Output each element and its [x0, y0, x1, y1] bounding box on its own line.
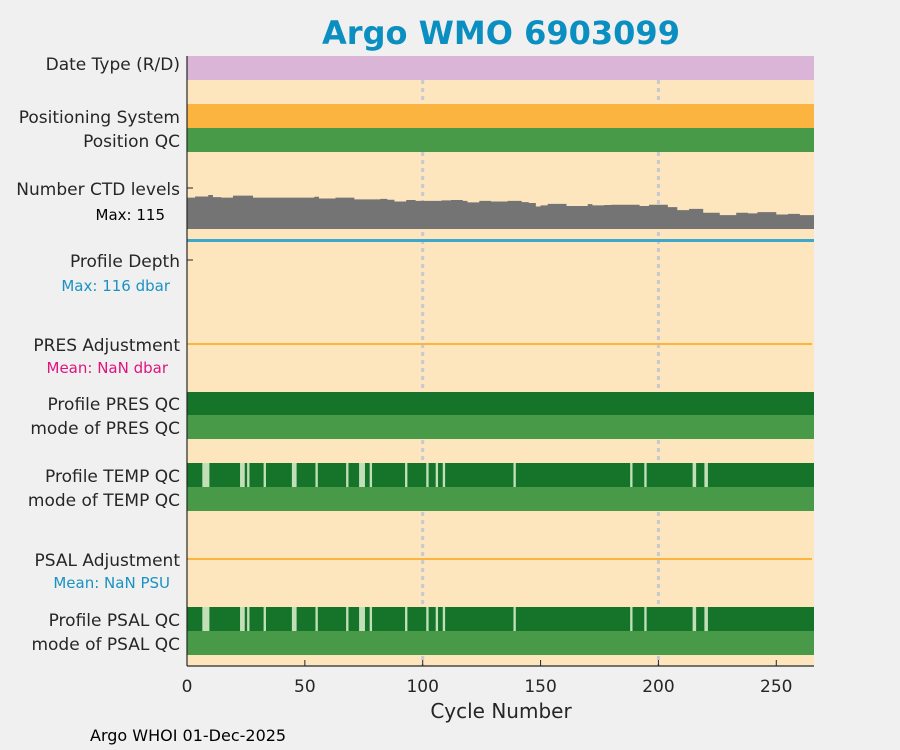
profile-depth-label: Profile Depth — [70, 252, 180, 272]
positioning-system-label: Positioning System — [19, 108, 180, 128]
profile-psal-qc-flag-7 — [359, 607, 365, 631]
profile-psal-qc-flag-10 — [426, 607, 429, 631]
profile-temp-qc-flag-12 — [442, 463, 446, 487]
profile-psal-qc-flag-13 — [513, 607, 516, 631]
profile-temp-qc-flag-8 — [369, 463, 373, 487]
positioning-system-band — [187, 104, 814, 128]
x-tick-label-50: 50 — [294, 677, 316, 697]
profile-psal-qc-flag-1 — [240, 607, 245, 631]
profile-temp-qc-band — [187, 463, 814, 487]
ctd-levels-label: Number CTD levels — [16, 180, 180, 200]
profile-psal-qc-band — [187, 607, 814, 631]
pres-adjustment-label: PRES Adjustment — [33, 336, 180, 356]
profile-pres-qc-label: Profile PRES QC — [47, 395, 180, 415]
profile-depth-line — [187, 239, 814, 242]
mode-pres-qc-label: mode of PRES QC — [30, 419, 180, 439]
mode-temp-qc-band — [187, 487, 814, 511]
profile-temp-qc-flag-6 — [346, 463, 349, 487]
x-tick-label-150: 150 — [524, 677, 556, 697]
profile-temp-qc-flag-11 — [435, 463, 439, 487]
mode-temp-qc-label: mode of TEMP QC — [28, 491, 180, 511]
profile-psal-qc-flag-4 — [291, 607, 297, 631]
profile-psal-qc-flag-16 — [692, 607, 697, 631]
profile-temp-qc-flag-9 — [405, 463, 408, 487]
psal-adjustment-label: PSAL Adjustment — [35, 551, 181, 571]
profile-psal-qc-flag-9 — [405, 607, 408, 631]
profile-temp-qc-flag-5 — [315, 463, 318, 487]
profile-psal-qc-flag-14 — [630, 607, 633, 631]
profile-psal-qc-flag-2 — [247, 607, 250, 631]
profile-psal-qc-flag-17 — [704, 607, 708, 631]
profile-pres-qc-band — [187, 392, 814, 415]
mode-pres-qc-band — [187, 415, 814, 439]
profile-depth-max: Max: 116 dbar — [61, 277, 170, 295]
profile-temp-qc-flag-10 — [426, 463, 429, 487]
x-tick-label-0: 0 — [182, 677, 193, 697]
profile-temp-qc-flag-1 — [240, 463, 245, 487]
profile-temp-qc-flag-7 — [359, 463, 365, 487]
profile-temp-qc-flag-2 — [247, 463, 250, 487]
position-qc-band — [187, 128, 814, 152]
profile-psal-qc-flag-12 — [442, 607, 446, 631]
ctd-levels-max: Max: 115 — [96, 206, 165, 224]
profile-temp-qc-flag-17 — [704, 463, 708, 487]
x-tick-label-100: 100 — [406, 677, 438, 697]
chart-title: Argo WMO 6903099 — [322, 14, 680, 52]
date-type-label: Date Type (R/D) — [46, 55, 180, 75]
profile-temp-qc-flag-4 — [291, 463, 297, 487]
profile-psal-qc-flag-8 — [369, 607, 373, 631]
date-type-band — [187, 56, 814, 80]
mode-psal-qc-band — [187, 631, 814, 655]
profile-temp-qc-flag-15 — [644, 463, 647, 487]
position-qc-label: Position QC — [83, 132, 180, 152]
profile-temp-qc-label: Profile TEMP QC — [45, 467, 180, 487]
profile-temp-qc-flag-13 — [513, 463, 516, 487]
mode-psal-qc-label: mode of PSAL QC — [31, 635, 180, 655]
footer-text: Argo WHOI 01-Dec-2025 — [90, 726, 286, 745]
profile-psal-qc-flag-11 — [435, 607, 439, 631]
x-axis-label: Cycle Number — [430, 699, 572, 723]
ctd-levels-area — [187, 195, 814, 229]
psal-adjustment-mean: Mean: NaN PSU — [53, 574, 170, 592]
x-tick-label-200: 200 — [642, 677, 674, 697]
pres-adjustment-mean: Mean: NaN dbar — [47, 359, 169, 377]
profile-psal-qc-flag-15 — [644, 607, 647, 631]
profile-psal-qc-label: Profile PSAL QC — [49, 611, 180, 631]
plot-background — [187, 56, 814, 666]
profile-psal-qc-flag-0 — [202, 607, 210, 631]
x-tick-label-250: 250 — [760, 677, 792, 697]
profile-psal-qc-flag-3 — [263, 607, 266, 631]
profile-temp-qc-flag-16 — [692, 463, 697, 487]
profile-temp-qc-flag-3 — [263, 463, 266, 487]
profile-psal-qc-flag-6 — [346, 607, 349, 631]
profile-temp-qc-flag-0 — [202, 463, 210, 487]
profile-temp-qc-flag-14 — [630, 463, 633, 487]
profile-psal-qc-flag-5 — [315, 607, 318, 631]
